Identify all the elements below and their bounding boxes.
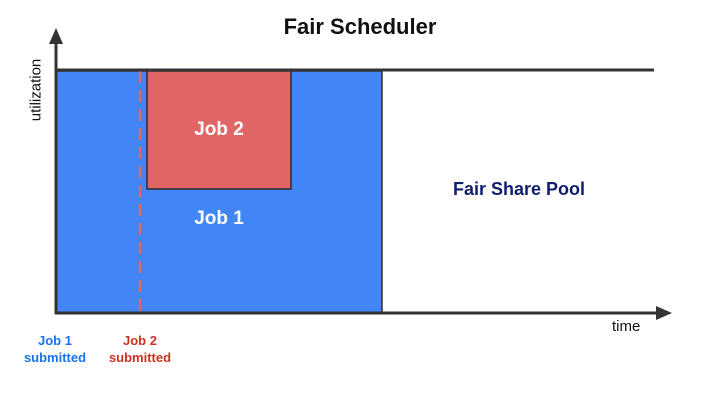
job2-block [146, 70, 292, 190]
job2-label: Job 2 [194, 119, 244, 140]
x-axis-arrow [656, 306, 672, 320]
fair-share-pool-label: Fair Share Pool [453, 179, 586, 199]
job2-submitted-marker: Job 2 submitted [100, 332, 180, 366]
job1-submitted-line1: Job 1 [38, 333, 72, 348]
job2-submitted-line2: submitted [108, 350, 172, 365]
job1-submitted-line2: submitted [23, 350, 87, 365]
job1-submitted-marker: Job 1 submitted [15, 332, 95, 366]
job2-submitted-line1: Job 2 [123, 333, 157, 348]
y-axis-arrow [49, 28, 63, 44]
y-axis-label: utilization [27, 58, 45, 122]
diagram-title: Fair Scheduler [283, 14, 437, 39]
job1-label: Job 1 [194, 208, 244, 229]
x-axis-label: time [612, 318, 641, 335]
